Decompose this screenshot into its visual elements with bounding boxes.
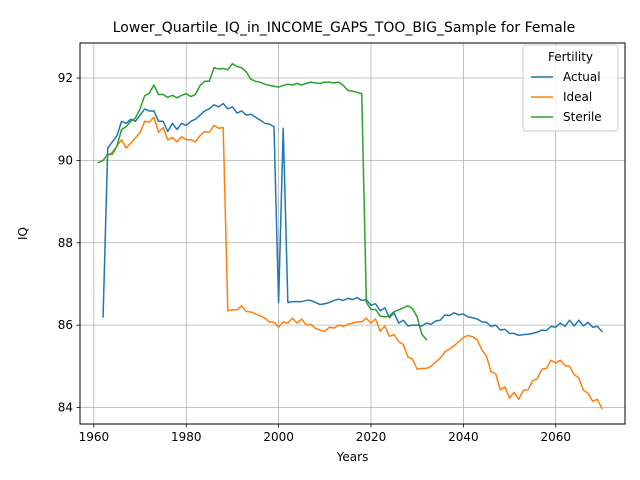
legend-title: Fertility xyxy=(548,50,593,64)
series-layer xyxy=(97,62,603,410)
plot-frame xyxy=(79,42,626,425)
y-tick-label: 86 xyxy=(58,318,73,332)
y-tick-label: 92 xyxy=(58,71,73,85)
y-tick-label: 90 xyxy=(58,153,73,167)
y-axis: 84 86 88 90 92 xyxy=(58,71,80,415)
series-line-sterile xyxy=(97,62,428,341)
y-tick-label: 84 xyxy=(58,401,73,415)
x-tick-label: 2020 xyxy=(356,430,387,444)
x-tick-label: 1980 xyxy=(171,430,202,444)
x-axis-label: Years xyxy=(336,450,369,464)
x-tick-label: 2060 xyxy=(540,430,571,444)
legend-label-sterile: Sterile xyxy=(563,110,602,124)
legend-label-ideal: Ideal xyxy=(563,90,592,104)
y-tick-label: 88 xyxy=(58,236,73,250)
x-axis: 1960 1980 2000 2020 2040 2060 xyxy=(79,424,571,444)
y-axis-label: IQ xyxy=(16,227,30,240)
chart-title: Lower_Quartile_IQ_in_INCOME_GAPS_TOO_BIG… xyxy=(113,20,575,36)
series-line-ideal xyxy=(106,116,603,410)
x-tick-label: 1960 xyxy=(79,430,110,444)
legend: Fertility Actual Ideal Sterile xyxy=(522,44,619,132)
x-tick-label: 2000 xyxy=(263,430,294,444)
legend-label-actual: Actual xyxy=(563,70,601,84)
series-line-actual xyxy=(102,102,603,337)
x-tick-label: 2040 xyxy=(448,430,479,444)
legend-box xyxy=(522,44,619,132)
